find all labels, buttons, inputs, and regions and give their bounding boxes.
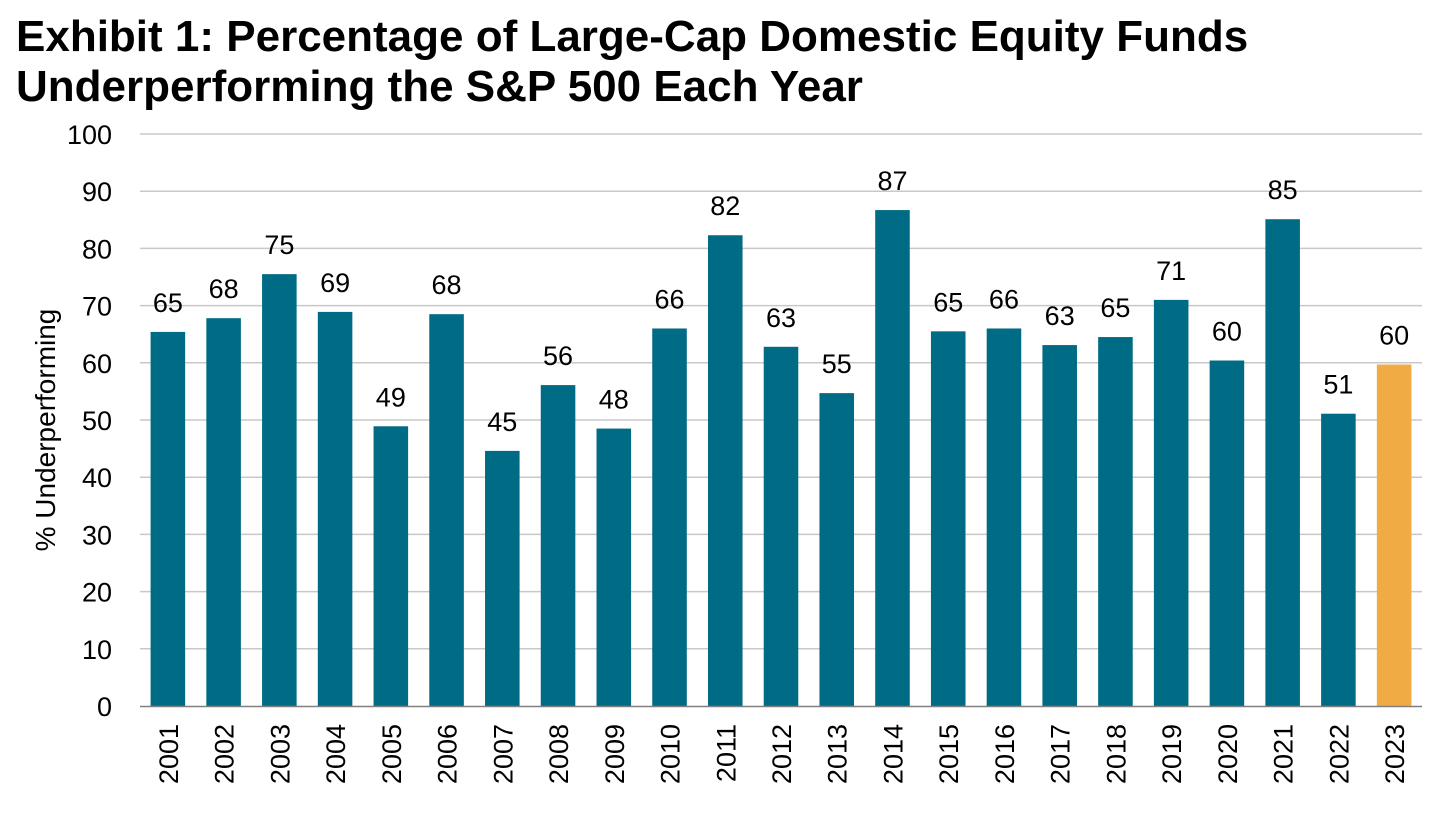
y-tick-label: 90 [82, 177, 112, 207]
y-tick-label: 10 [82, 635, 112, 665]
x-tick-label-2017: 2017 [1046, 724, 1076, 784]
bar-2015 [930, 331, 966, 706]
chart-title-line-1: Exhibit 1: Percentage of Large-Cap Domes… [16, 12, 1249, 61]
bar-2014 [875, 210, 910, 707]
y-tick-label: 100 [67, 120, 112, 150]
data-label-2012: 63 [766, 303, 796, 333]
bar-2009 [596, 428, 632, 706]
data-label-2005: 49 [376, 382, 406, 412]
bar-2002 [206, 318, 241, 706]
x-tick-label-2015: 2015 [934, 724, 964, 784]
data-label-2016: 66 [989, 284, 1019, 314]
data-label-2022: 51 [1323, 370, 1353, 400]
y-tick-label: 70 [82, 292, 112, 322]
bar-2016 [986, 328, 1022, 706]
data-label-2008: 56 [543, 341, 573, 371]
x-tick-label-2001: 2001 [154, 724, 184, 784]
data-label-2020: 60 [1212, 317, 1242, 347]
data-label-2007: 45 [487, 407, 517, 437]
data-label-2019: 71 [1156, 256, 1186, 286]
x-tick-label-2021: 2021 [1269, 724, 1299, 784]
data-labels: 65 68 75 69 49 68 45 56 48 66 82 63 55 87 65 66 63 65 71 60… [153, 166, 1409, 437]
y-tick-label: 50 [82, 406, 112, 436]
data-label-2001: 65 [153, 288, 183, 318]
y-tick-label: 60 [82, 349, 112, 379]
x-tick-label-2007: 2007 [488, 724, 518, 784]
data-label-2014: 87 [877, 166, 907, 196]
x-axis-tick-labels: 2001 2002 2003 2004 2005 2006 2007 2008 2009 2010… [154, 724, 1410, 784]
x-tick-label-2022: 2022 [1324, 724, 1354, 784]
bar-2021 [1265, 219, 1300, 706]
y-tick-label: 40 [82, 463, 112, 493]
x-tick-label-2006: 2006 [433, 724, 463, 784]
data-label-2013: 55 [822, 349, 852, 379]
x-tick-label-2011: 2011 [711, 724, 741, 782]
chart-title: Exhibit 1: Percentage of Large-Cap Domes… [16, 12, 1248, 112]
x-tick-label-2018: 2018 [1101, 724, 1131, 784]
data-label-2003: 75 [264, 230, 294, 260]
bar-2007 [485, 450, 520, 706]
data-label-2011: 82 [710, 191, 740, 221]
data-label-2015: 65 [933, 287, 963, 317]
x-tick-label-2013: 2013 [823, 724, 853, 784]
data-label-2017: 63 [1045, 301, 1075, 331]
x-tick-label-2012: 2012 [767, 724, 797, 784]
bar-2017 [1042, 345, 1077, 706]
y-tick-label: 0 [97, 692, 112, 722]
data-label-2010: 66 [654, 284, 684, 314]
x-tick-label-2020: 2020 [1213, 724, 1243, 784]
y-axis-tick-labels: 0 10 20 30 40 50 60 70 80 90 100 [67, 120, 112, 722]
bar-2011 [707, 235, 743, 706]
data-label-2006: 68 [432, 270, 462, 300]
data-label-2004: 69 [320, 268, 350, 298]
data-label-2023: 60 [1379, 321, 1409, 351]
data-label-2018: 65 [1100, 293, 1130, 323]
y-tick-label: 80 [82, 234, 112, 264]
bar-2020 [1209, 360, 1245, 706]
bar-2012 [763, 346, 799, 706]
x-tick-label-2014: 2014 [878, 724, 908, 784]
bar-2010 [652, 328, 687, 706]
y-tick-label: 20 [82, 578, 112, 608]
x-tick-label-2003: 2003 [265, 724, 295, 784]
chart-title-line-2: Underperforming the S&P 500 Each Year [16, 62, 863, 111]
bar-2006 [429, 314, 464, 706]
x-tick-label-2023: 2023 [1380, 724, 1410, 784]
x-tick-label-2019: 2019 [1157, 724, 1187, 784]
data-label-2002: 68 [209, 274, 239, 304]
data-label-2021: 85 [1268, 175, 1298, 205]
bar-2005 [373, 426, 409, 706]
x-tick-label-2005: 2005 [377, 724, 407, 784]
y-axis-label: % Underperforming [30, 309, 61, 552]
bar-2004 [317, 311, 353, 706]
x-tick-label-2004: 2004 [321, 724, 351, 784]
x-tick-label-2010: 2010 [656, 724, 686, 784]
bars [150, 210, 1412, 707]
bar-2022 [1321, 413, 1356, 706]
bar-2023 [1376, 364, 1412, 706]
bar-2001 [150, 331, 186, 706]
y-tick-label: 30 [82, 520, 112, 550]
bar-2019 [1153, 299, 1189, 706]
bar-2008 [540, 385, 576, 706]
x-tick-label-2009: 2009 [600, 724, 630, 784]
x-tick-label-2008: 2008 [544, 724, 574, 784]
bar-2003 [262, 274, 297, 706]
x-tick-label-2002: 2002 [210, 724, 240, 784]
bar-2013 [819, 393, 855, 706]
x-tick-label-2016: 2016 [990, 724, 1020, 784]
data-label-2009: 48 [599, 385, 629, 415]
bar-2018 [1098, 337, 1133, 706]
